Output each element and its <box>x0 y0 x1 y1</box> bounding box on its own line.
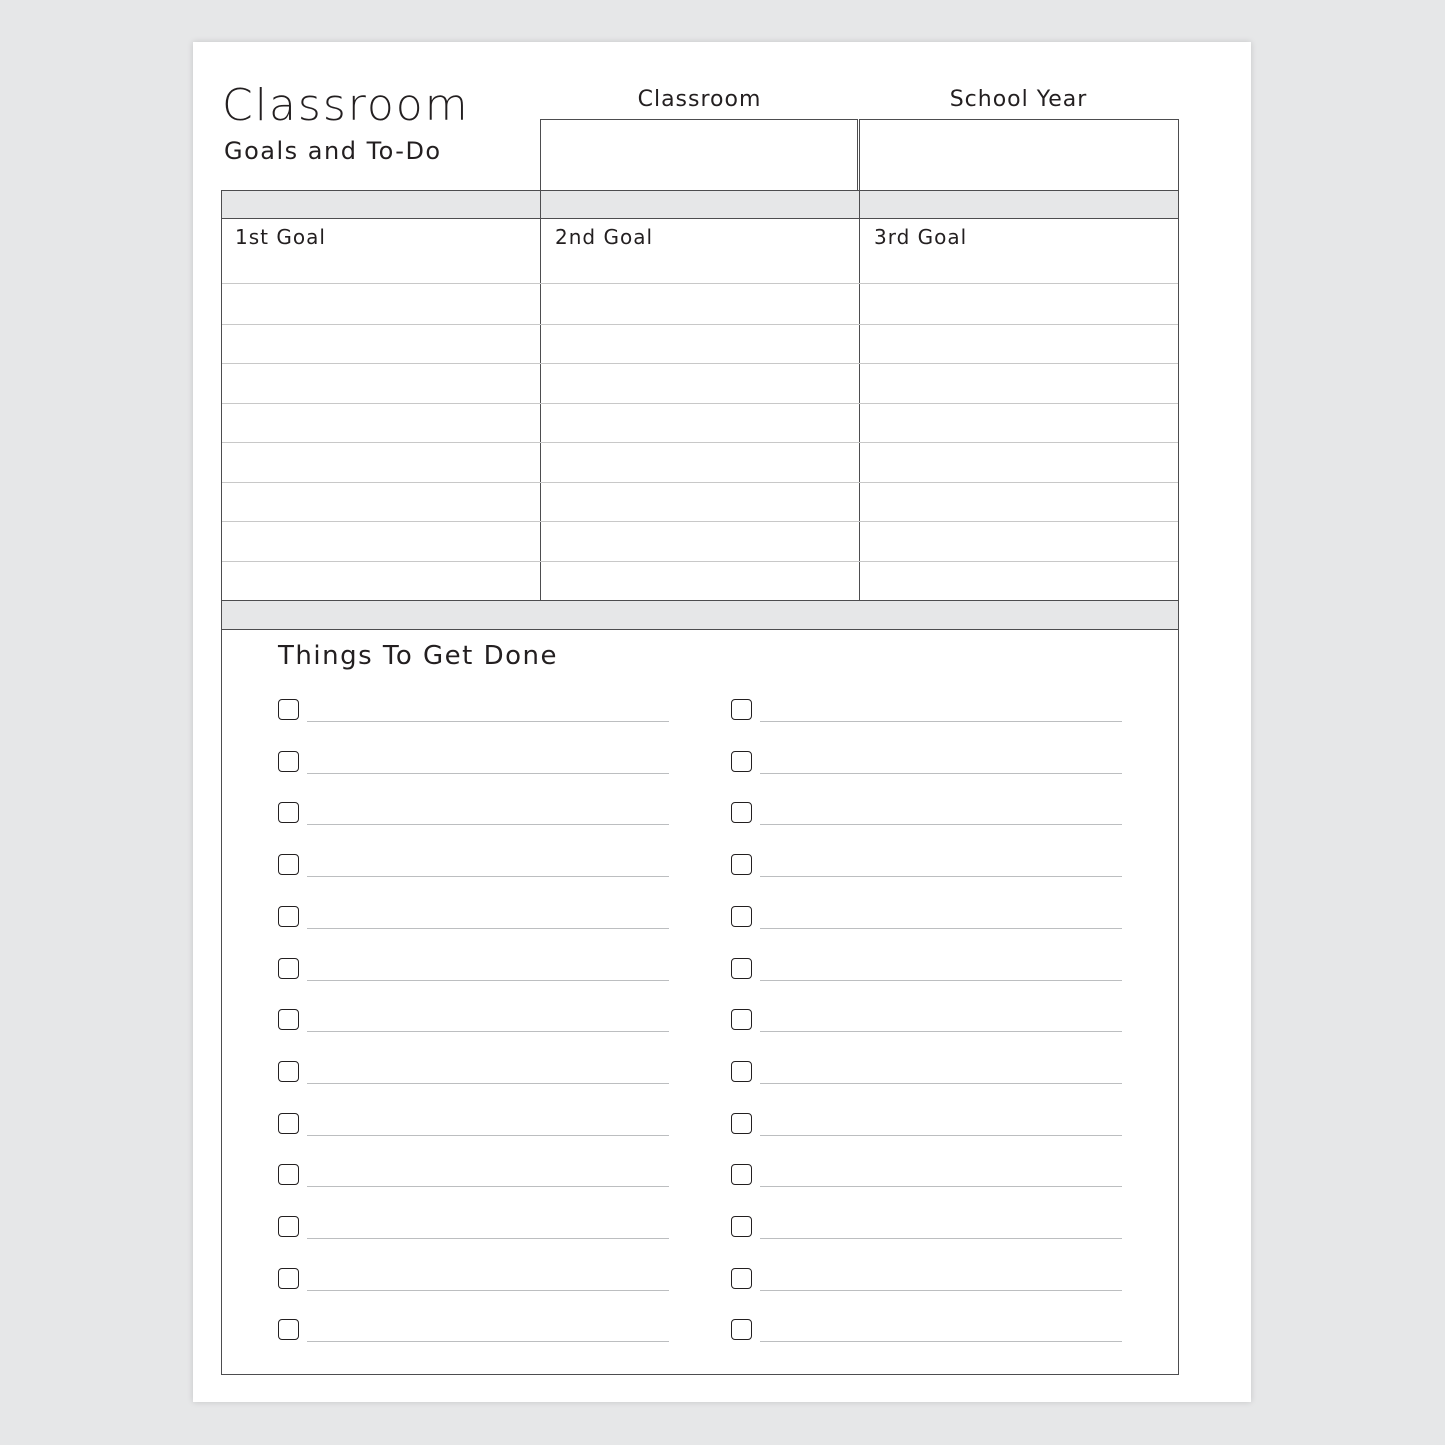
divider <box>222 629 1178 630</box>
todo-checkbox[interactable] <box>731 957 752 979</box>
todo-line[interactable] <box>760 1289 1122 1291</box>
todo-checkbox[interactable] <box>731 1009 752 1031</box>
todo-line[interactable] <box>760 1186 1122 1188</box>
divider <box>222 600 1178 601</box>
todo-line[interactable] <box>307 1031 669 1033</box>
todo-checkbox[interactable] <box>731 905 752 927</box>
todo-checkbox[interactable] <box>278 750 299 772</box>
todo-line[interactable] <box>307 927 669 929</box>
goal-writing-line[interactable] <box>222 324 1178 325</box>
classroom-field-label: Classroom <box>637 87 762 112</box>
goal-writing-line[interactable] <box>222 442 1178 443</box>
goals-table: 1st Goal 2nd Goal 3rd Goal Things To Get… <box>221 190 1179 1375</box>
todo-checkbox[interactable] <box>731 1319 752 1341</box>
todo-line[interactable] <box>760 1031 1122 1033</box>
todo-line[interactable] <box>760 927 1122 929</box>
todo-line[interactable] <box>307 979 669 981</box>
todo-line[interactable] <box>307 824 669 826</box>
todo-line[interactable] <box>307 1341 669 1343</box>
todo-checkbox[interactable] <box>278 1216 299 1237</box>
todo-line[interactable] <box>760 772 1122 774</box>
todo-line[interactable] <box>760 876 1122 878</box>
column-divider <box>859 191 860 601</box>
todo-checkbox[interactable] <box>278 854 299 876</box>
todo-checkbox[interactable] <box>731 1112 752 1134</box>
goal-1-label: 1st Goal <box>235 225 326 249</box>
classroom-field[interactable] <box>540 119 858 190</box>
header-band <box>222 191 1178 219</box>
todo-checkbox[interactable] <box>278 1267 299 1289</box>
todo-line[interactable] <box>307 772 669 774</box>
todo-line[interactable] <box>307 721 669 722</box>
planner-page <box>193 42 1251 1402</box>
school-year-field[interactable] <box>859 119 1179 190</box>
todo-checkbox[interactable] <box>731 1164 752 1186</box>
goal-2-label: 2nd Goal <box>555 225 653 249</box>
school-year-field-label: School Year <box>949 87 1088 112</box>
column-divider <box>540 191 541 601</box>
todo-checkbox[interactable] <box>731 1216 752 1237</box>
todo-line[interactable] <box>760 824 1122 826</box>
todo-heading: Things To Get Done <box>278 641 559 671</box>
todo-checkbox[interactable] <box>731 802 752 824</box>
goal-writing-line[interactable] <box>222 363 1178 364</box>
todo-checkbox[interactable] <box>731 1267 752 1289</box>
todo-checkbox[interactable] <box>278 905 299 927</box>
goal-writing-line[interactable] <box>222 482 1178 483</box>
todo-line[interactable] <box>307 1289 669 1291</box>
todo-checkbox[interactable] <box>278 1164 299 1186</box>
todo-checkbox[interactable] <box>731 854 752 876</box>
todo-checkbox[interactable] <box>731 750 752 772</box>
todo-line[interactable] <box>307 876 669 878</box>
divider <box>222 218 1178 219</box>
todo-line[interactable] <box>307 1238 669 1239</box>
goal-writing-line[interactable] <box>222 283 1178 284</box>
todo-checkbox[interactable] <box>731 1060 752 1082</box>
todo-line[interactable] <box>760 1341 1122 1343</box>
todo-checkbox[interactable] <box>278 699 299 720</box>
todo-checkbox[interactable] <box>278 957 299 979</box>
todo-checkbox[interactable] <box>278 1009 299 1031</box>
todo-checkbox[interactable] <box>278 802 299 824</box>
todo-checkbox[interactable] <box>278 1112 299 1134</box>
todo-band <box>222 601 1178 630</box>
todo-checkbox[interactable] <box>731 699 752 720</box>
todo-line[interactable] <box>307 1082 669 1084</box>
goal-writing-line[interactable] <box>222 561 1178 562</box>
todo-line[interactable] <box>760 1134 1122 1136</box>
page-title: Classroom <box>222 80 470 131</box>
todo-line[interactable] <box>760 1082 1122 1084</box>
todo-checkbox[interactable] <box>278 1060 299 1082</box>
goal-writing-line[interactable] <box>222 403 1178 404</box>
todo-line[interactable] <box>307 1186 669 1188</box>
goal-writing-line[interactable] <box>222 521 1178 522</box>
todo-checkbox[interactable] <box>278 1319 299 1341</box>
goal-3-label: 3rd Goal <box>874 225 968 249</box>
todo-line[interactable] <box>760 979 1122 981</box>
todo-line[interactable] <box>760 721 1122 722</box>
todo-line[interactable] <box>307 1134 669 1136</box>
todo-line[interactable] <box>760 1238 1122 1239</box>
page-subtitle: Goals and To-Do <box>224 137 442 165</box>
